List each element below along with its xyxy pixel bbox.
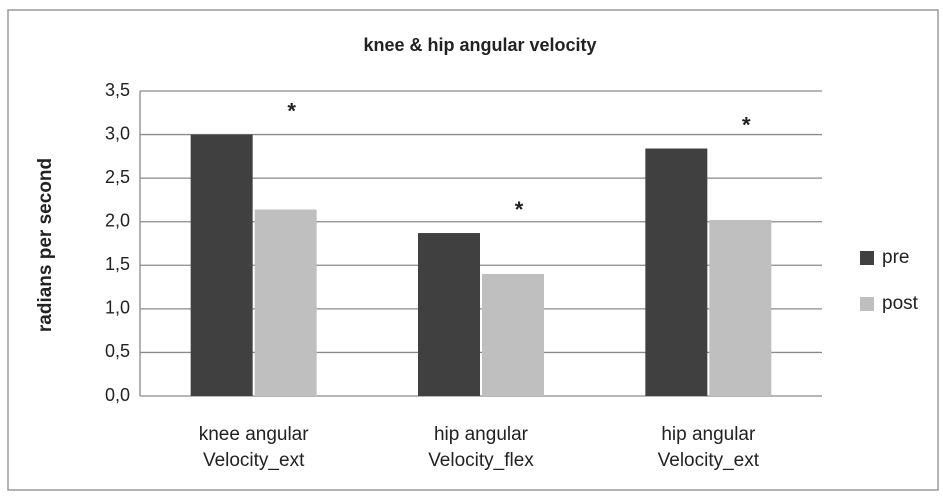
y-tick-label: 1,0 [105,298,130,318]
bar [190,134,253,397]
chart-title: knee & hip angular velocity [363,35,596,55]
y-tick-label: 2,5 [105,167,130,187]
x-tick-label: knee angular Velocity_ext [198,424,309,471]
y-tick-label: 2,0 [105,210,130,230]
y-tick-label: 3,5 [105,80,130,100]
bar [645,148,708,396]
significance-marker: * [742,112,751,137]
legend-swatch [860,251,874,265]
legend-swatch [860,297,874,311]
legend-label: pre [882,247,909,268]
x-tick-label: hip angular Velocity_flex [428,424,534,471]
bar [254,209,317,396]
y-tick-label: 0,0 [105,385,130,405]
significance-marker: * [287,98,296,123]
bar [482,274,544,396]
significance-marker: * [515,197,524,222]
y-tick-label: 1,5 [105,254,130,274]
y-tick-label: 0,5 [105,341,130,361]
bar [709,219,772,396]
legend-label: post [882,293,919,314]
y-axis-label: radians per second [35,158,56,332]
bar [418,233,480,396]
x-tick-label: hip angular Velocity_ext [657,424,760,471]
y-tick-label: 3,0 [105,123,130,143]
